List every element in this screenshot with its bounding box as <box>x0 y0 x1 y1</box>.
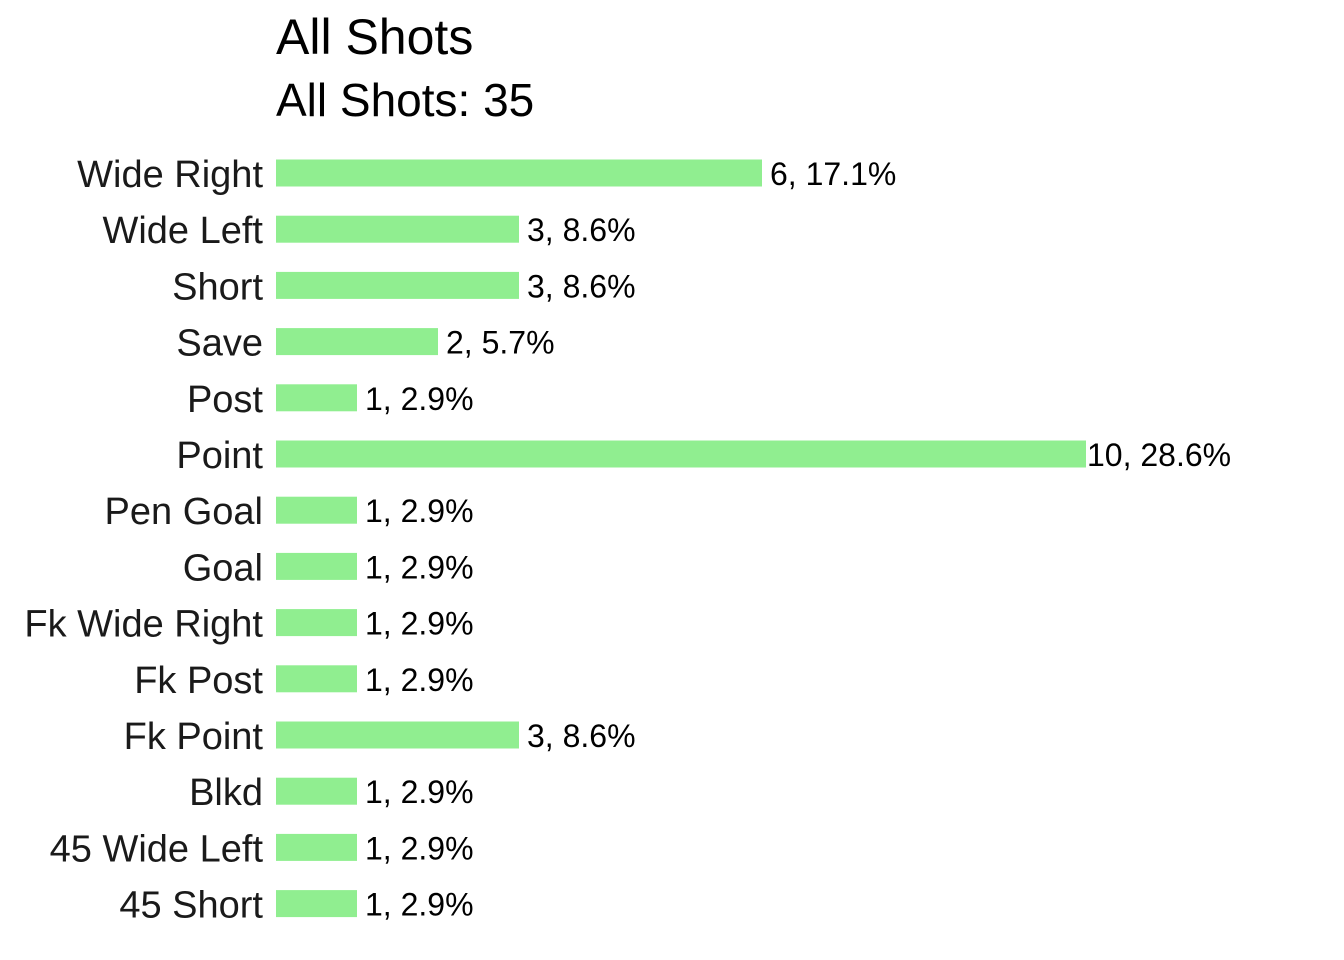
data-label: 1, 2.9% <box>365 887 474 923</box>
category-label: Pen Goal <box>105 491 263 533</box>
bar <box>276 552 357 580</box>
category-label: 45 Short <box>119 885 263 927</box>
chart-subtitle: All Shots: 35 <box>276 74 534 126</box>
category-label: Fk Wide Right <box>24 604 263 646</box>
category-label: Goal <box>183 547 263 589</box>
bar <box>276 440 1086 468</box>
category-label: Fk Post <box>134 660 263 702</box>
bar <box>276 665 357 693</box>
bar <box>276 609 357 637</box>
data-label: 3, 8.6% <box>527 268 636 304</box>
data-label: 1, 2.9% <box>365 830 474 866</box>
category-label: Post <box>187 379 263 421</box>
data-label: 2, 5.7% <box>446 325 555 361</box>
data-label: 1, 2.9% <box>365 774 474 810</box>
category-label: 45 Wide Left <box>50 828 264 870</box>
chart-title: All Shots <box>276 9 473 65</box>
bar <box>276 159 762 187</box>
category-label: Blkd <box>189 772 263 814</box>
bars-group: Wide Right 6, 17.1% Wide Left 3, 8.6% Short 3… <box>24 154 1231 927</box>
data-label: 1, 2.9% <box>365 381 474 417</box>
data-label: 3, 8.6% <box>527 718 636 754</box>
category-label: Fk Point <box>124 716 264 758</box>
data-label: 1, 2.9% <box>365 493 474 529</box>
category-label: Wide Right <box>77 154 263 196</box>
category-label: Point <box>176 435 263 477</box>
data-label: 1, 2.9% <box>365 662 474 698</box>
bar <box>276 328 438 356</box>
bar <box>276 271 519 299</box>
bar <box>276 833 357 861</box>
category-label: Wide Left <box>102 210 263 252</box>
data-label: 1, 2.9% <box>365 606 474 642</box>
bar <box>276 215 519 243</box>
data-label: 10, 28.6% <box>1087 437 1231 473</box>
category-label: Save <box>176 323 263 365</box>
bar <box>276 721 519 749</box>
data-label: 6, 17.1% <box>770 156 896 192</box>
data-label: 1, 2.9% <box>365 549 474 585</box>
bar <box>276 384 357 412</box>
bar <box>276 890 357 918</box>
data-label: 3, 8.6% <box>527 212 636 248</box>
bar <box>276 496 357 524</box>
category-label: Short <box>172 266 263 308</box>
bar <box>276 777 357 805</box>
